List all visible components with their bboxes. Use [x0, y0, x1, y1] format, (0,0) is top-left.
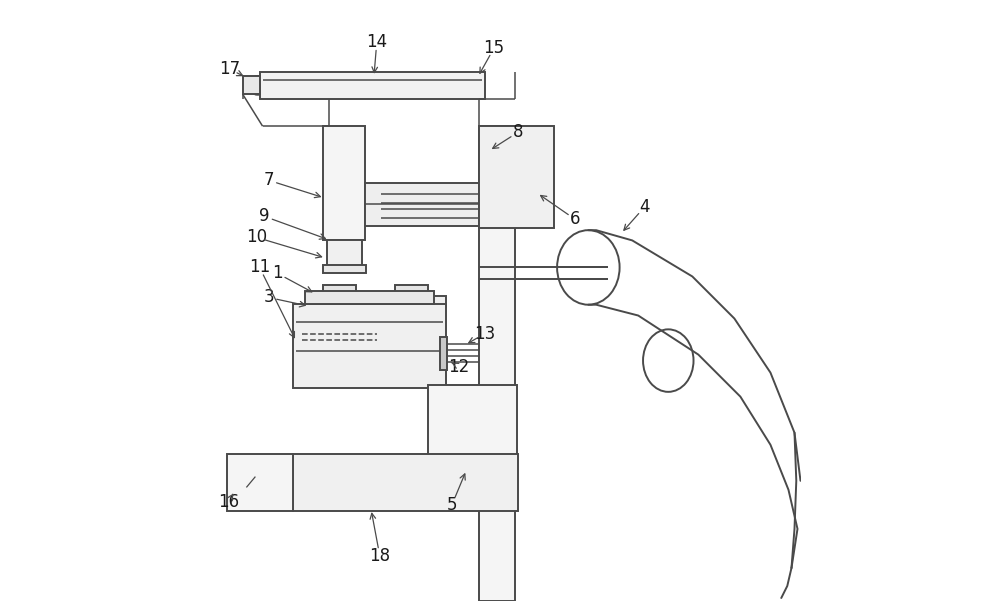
Bar	[323, 126, 365, 240]
Bar	[440, 337, 447, 370]
Text: 3: 3	[263, 288, 274, 307]
Bar	[227, 454, 293, 511]
Bar	[323, 285, 356, 296]
Text: 15: 15	[483, 39, 505, 57]
Bar	[327, 240, 362, 266]
Bar	[293, 304, 446, 388]
Text: 10: 10	[246, 228, 267, 246]
Bar	[479, 126, 554, 228]
Bar	[365, 183, 482, 226]
Bar	[479, 126, 515, 601]
Bar	[395, 285, 428, 296]
Text: 6: 6	[570, 210, 580, 228]
Text: 18: 18	[369, 547, 390, 565]
Text: 9: 9	[259, 207, 270, 225]
Bar	[260, 72, 485, 99]
Text: 7: 7	[263, 171, 274, 189]
Bar	[428, 385, 517, 484]
Text: 13: 13	[474, 325, 496, 343]
Bar	[293, 454, 518, 511]
Text: 8: 8	[513, 123, 523, 141]
Text: 11: 11	[249, 258, 270, 276]
Bar	[308, 296, 446, 307]
Text: 1: 1	[272, 264, 283, 282]
Text: 4: 4	[639, 198, 649, 216]
Text: 17: 17	[219, 60, 240, 78]
Text: 12: 12	[449, 358, 470, 376]
Bar	[305, 291, 434, 304]
Bar	[243, 76, 260, 94]
Text: 16: 16	[218, 493, 239, 511]
Text: 14: 14	[366, 33, 387, 51]
Text: 5: 5	[447, 496, 457, 514]
Bar	[323, 265, 366, 273]
